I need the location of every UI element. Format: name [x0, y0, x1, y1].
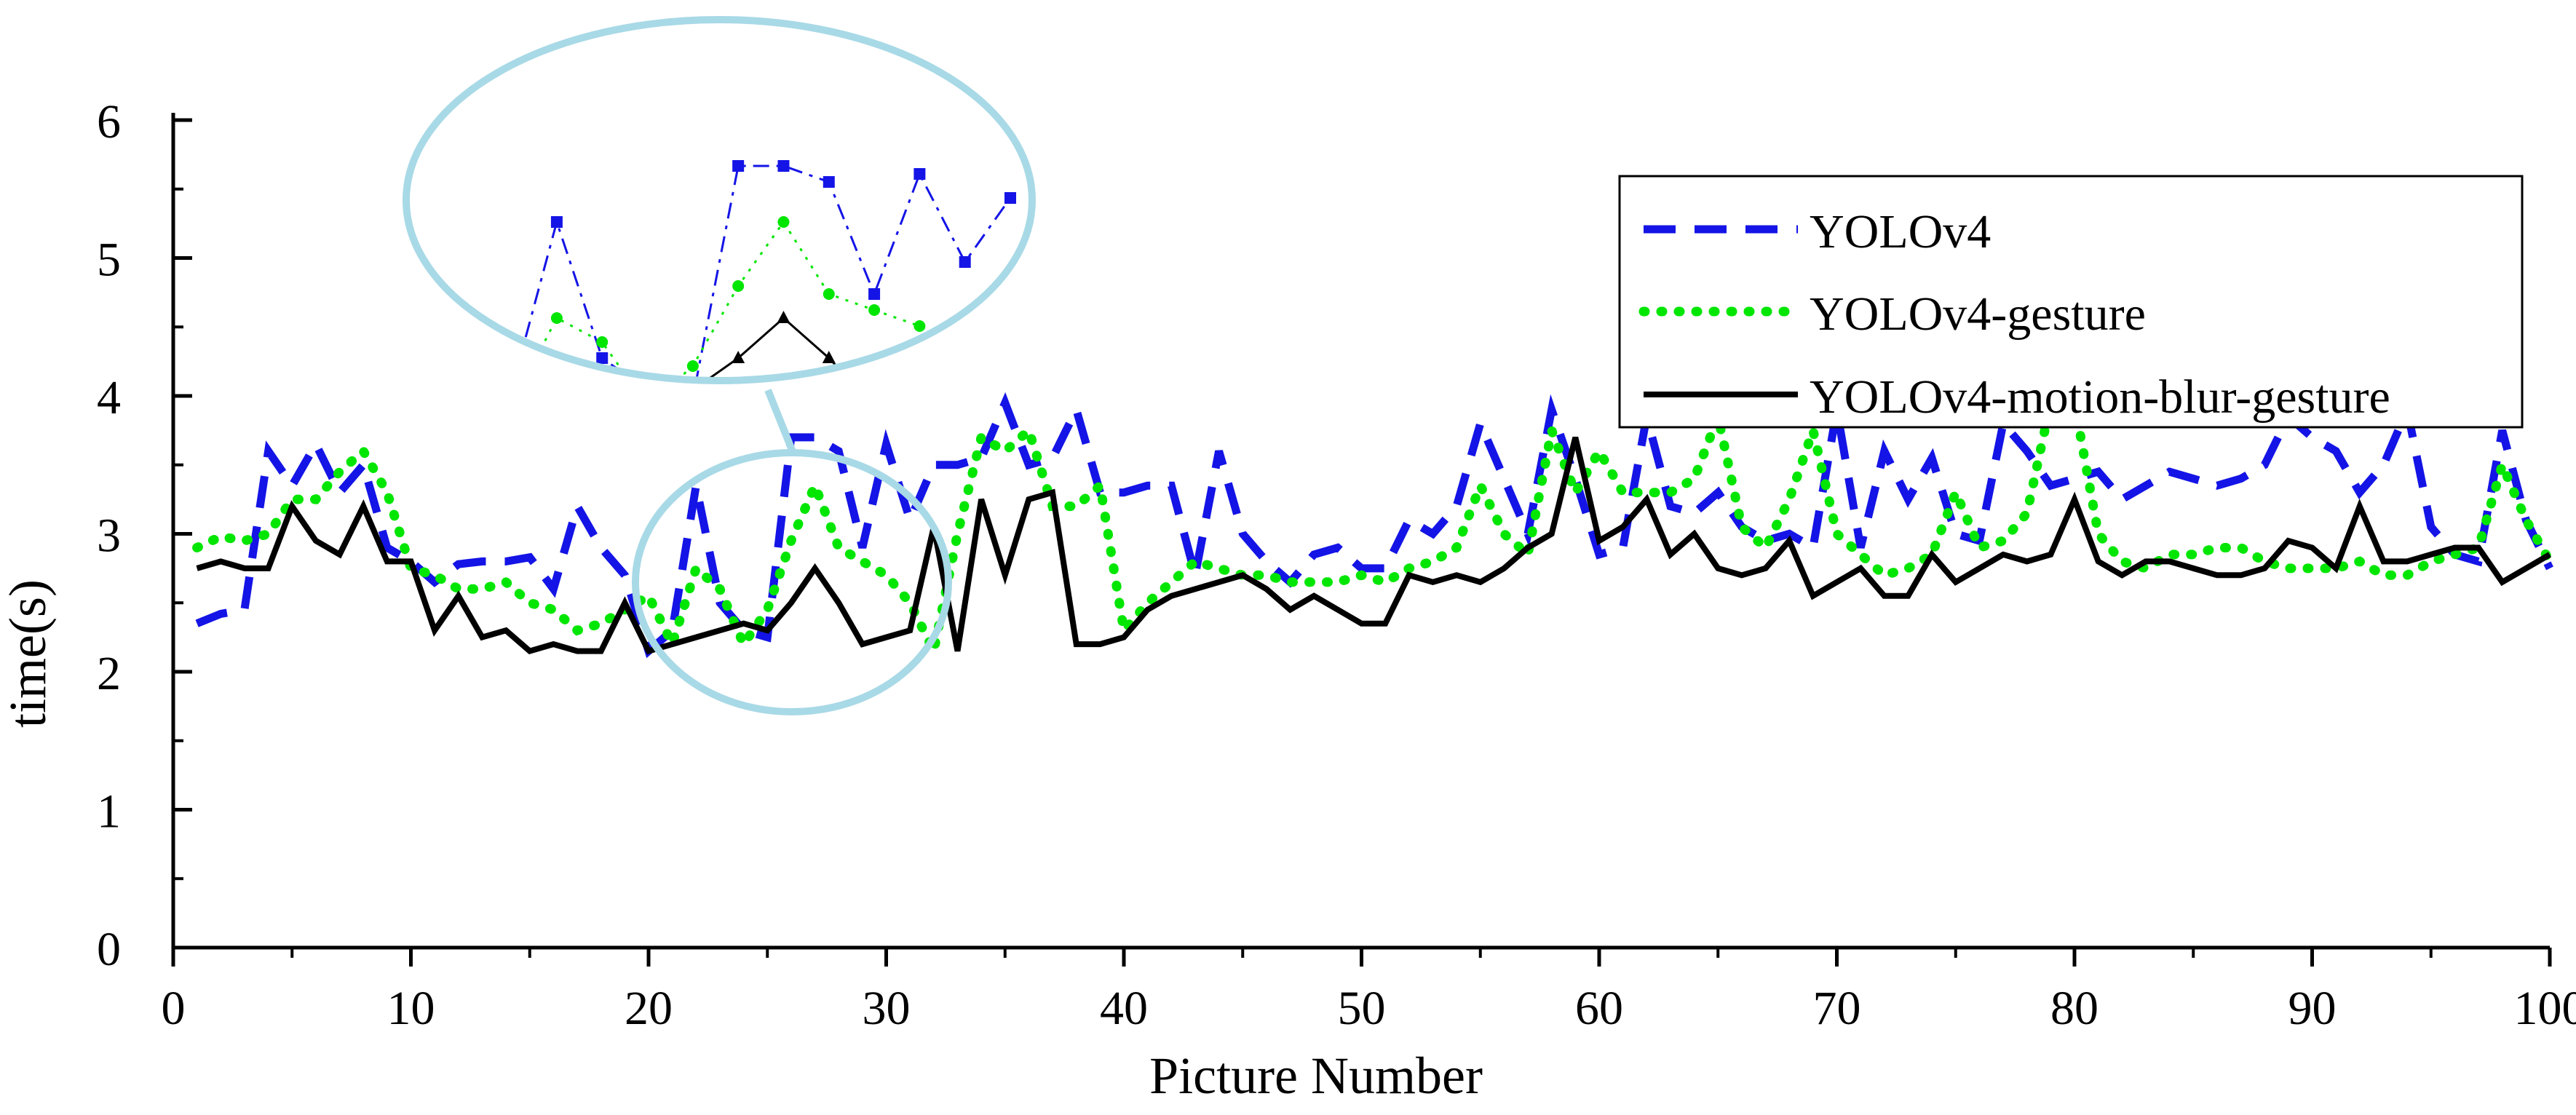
- inset-marker: [686, 383, 700, 395]
- series-line-1: [192, 398, 2555, 666]
- legend-box: [1618, 175, 2524, 429]
- inset-marker: [868, 304, 881, 316]
- inset-marker: [414, 351, 427, 363]
- inset-marker: [506, 400, 518, 412]
- inset-marker: [506, 384, 518, 396]
- y-tick-label: 4: [97, 371, 121, 424]
- y-tick-label: 5: [97, 234, 121, 287]
- inset-marker: [415, 320, 427, 332]
- series-line-0: [195, 392, 2553, 659]
- legend: YOLOv4 YOLOv4-gesture YOLOv4-motion-blur-g…: [1618, 175, 2524, 429]
- inset-marker: [777, 216, 790, 228]
- inset-marker: [596, 352, 609, 364]
- inset-source-circle: [632, 449, 952, 715]
- inset-marker: [868, 288, 881, 300]
- inset-marker: [777, 311, 790, 323]
- x-tick-label: 10: [387, 982, 435, 1035]
- inset-marker: [460, 344, 472, 356]
- x-axis-label: Picture Number: [1149, 1047, 1483, 1105]
- y-tick-label: 2: [97, 647, 121, 700]
- x-tick-label: 20: [625, 982, 673, 1035]
- inset-marker: [914, 168, 926, 180]
- inset-marker: [732, 351, 745, 363]
- inset-marker: [642, 384, 654, 396]
- legend-label-1: YOLOv4-gesture: [1810, 287, 2146, 341]
- inset-connector: [764, 389, 797, 455]
- series-layer: [192, 392, 2555, 666]
- inset-marker: [550, 391, 563, 403]
- x-tick-label: 60: [1575, 982, 1623, 1035]
- inset-marker: [595, 383, 609, 395]
- y-tick-label: 1: [97, 785, 121, 838]
- inset-marker: [505, 399, 518, 411]
- x-tick-label: 90: [2288, 982, 2337, 1035]
- x-tick-label: 70: [1813, 982, 1861, 1035]
- inset-marker: [913, 391, 926, 403]
- inset-marker: [823, 176, 835, 188]
- y-tick-label: 0: [97, 923, 121, 976]
- inset-marker: [550, 312, 563, 324]
- inset-marker: [822, 351, 836, 363]
- x-tick-label: 100: [2514, 982, 2576, 1035]
- inset-marker: [642, 400, 654, 412]
- inset-marker: [687, 392, 699, 404]
- zoom-inset: [403, 16, 1036, 715]
- inset-marker: [914, 320, 926, 332]
- y-tick-label: 6: [97, 95, 121, 148]
- inset-marker: [686, 360, 699, 372]
- inset-marker: [1004, 192, 1016, 204]
- inset-zoom-ellipse: [403, 16, 1036, 384]
- x-tick-label: 50: [1338, 982, 1386, 1035]
- inset-marker: [959, 352, 971, 364]
- x-tick-label: 30: [863, 982, 911, 1035]
- y-tick-label: 3: [97, 509, 121, 563]
- x-tick-label: 80: [2050, 982, 2099, 1035]
- inset-marker: [596, 336, 609, 348]
- inset-marker: [959, 383, 972, 395]
- inset-marker: [415, 360, 427, 372]
- x-tick-label: 0: [162, 982, 186, 1035]
- inset-marker: [823, 288, 835, 300]
- x-tick-label: 40: [1100, 982, 1148, 1035]
- inset-marker: [550, 216, 563, 228]
- inset-marker: [460, 408, 472, 420]
- inset-series-line-2: [419, 269, 1012, 377]
- series-line-2: [196, 436, 2552, 655]
- inset-marker: [459, 407, 472, 419]
- inset-marker: [777, 160, 790, 172]
- inset-marker: [732, 280, 745, 292]
- legend-label-2: YOLOv4-motion-blur-gesture: [1810, 370, 2390, 424]
- y-axis-label: time(s): [0, 579, 57, 728]
- inset-marker: [959, 256, 971, 268]
- inset-marker: [732, 160, 745, 172]
- legend-label-0: YOLOv4: [1810, 205, 1991, 258]
- inset-marker: [868, 399, 881, 411]
